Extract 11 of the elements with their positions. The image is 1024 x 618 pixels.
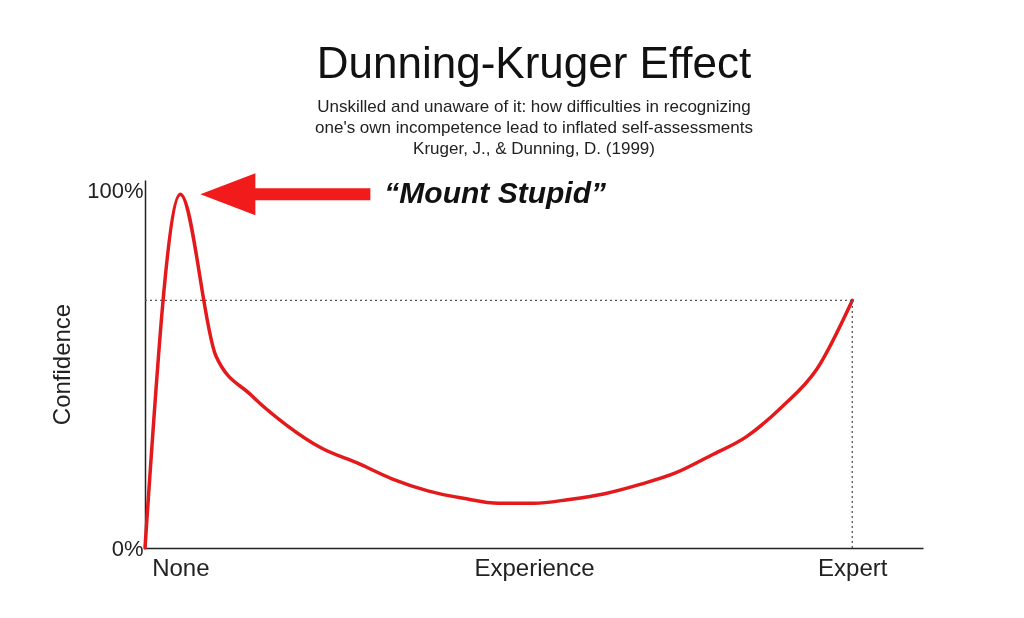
text: one's own incompetence lead to inflated self-assessments xyxy=(315,118,753,138)
x-tick-label: Experience xyxy=(474,553,595,581)
x-tick-label: Expert xyxy=(818,553,888,581)
chart-title: Dunning-Kruger Effect xyxy=(316,38,752,88)
x-tick-label: None xyxy=(152,553,210,581)
y-tick-label: 0% xyxy=(111,535,144,561)
y-axis-title: Confidence xyxy=(48,303,76,426)
annotation: “Mount Stupid” xyxy=(384,176,606,210)
text: Kruger, J., & Dunning, D. (1999) xyxy=(413,139,655,159)
text: Unskilled and unaware of it: how difficulties in recognizing xyxy=(317,97,751,117)
y-tick-label: 100% xyxy=(87,178,144,204)
